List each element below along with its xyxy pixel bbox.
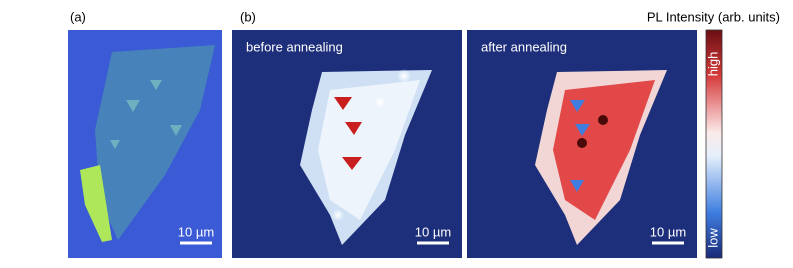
colorbar-low: low <box>705 228 720 248</box>
scale-bar-label: 10 µm <box>415 224 451 239</box>
scale-bar-label: 10 µm <box>178 224 214 239</box>
microscope-image <box>68 30 222 258</box>
pl-map-after <box>467 30 697 258</box>
pl-map-before <box>232 30 462 258</box>
colorbar-title: PL Intensity (arb. units) <box>647 9 780 24</box>
panel-label: (b) <box>240 9 256 24</box>
panel-label: (a) <box>70 9 86 24</box>
scale-bar-label: 10 µm <box>650 224 686 239</box>
map-title: after annealing <box>481 39 567 54</box>
colorbar-high: high <box>705 52 720 77</box>
map-title: before annealing <box>246 39 343 54</box>
colorbar <box>705 29 723 259</box>
